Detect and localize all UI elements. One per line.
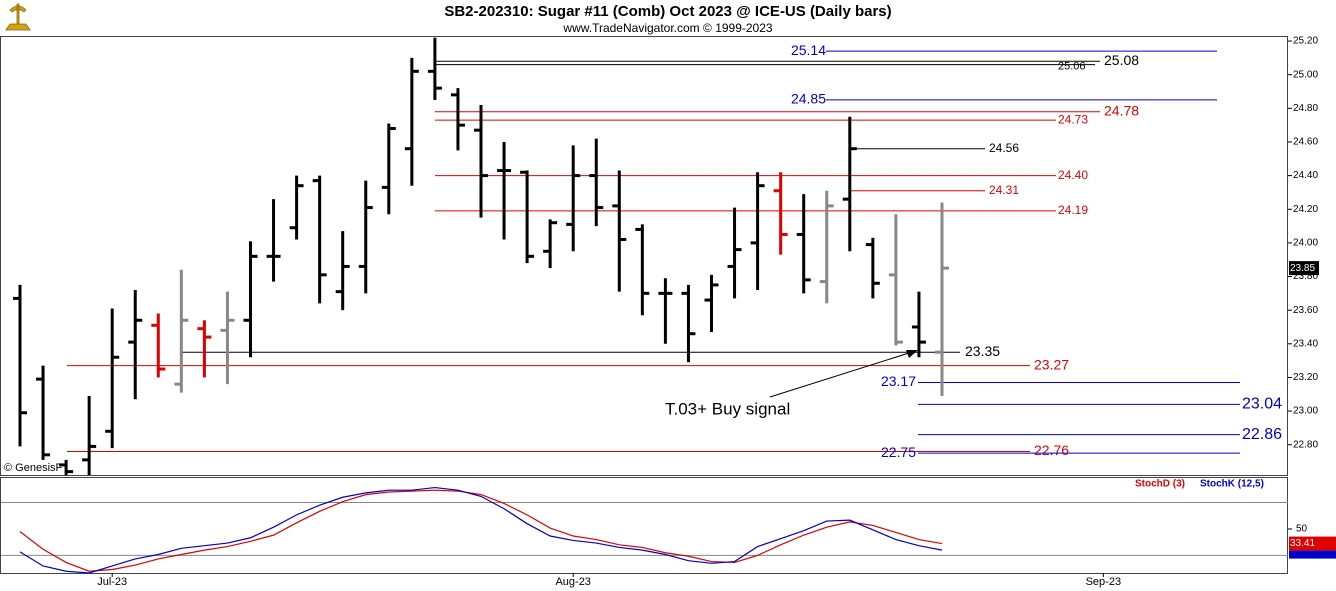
annotation-arrowhead [906,350,918,358]
level-label: 25.06 [1058,61,1086,73]
x-tick-label: Sep-23 [1086,576,1121,588]
last-price-label: 23.85 [1290,263,1315,274]
level-label: 24.19 [1058,203,1088,217]
level-label: 24.78 [1104,102,1139,118]
y-tick-label: 24.80 [1293,103,1318,114]
level-label: 22.76 [1034,442,1069,458]
last-value-label: 33.41 [1290,538,1315,549]
level-label: 23.27 [1034,356,1069,372]
chart-title: SB2-202310: Sugar #11 (Comb) Oct 2023 @ … [444,3,891,20]
level-label: 24.40 [1058,168,1088,182]
last-price-box [1289,261,1319,276]
level-label: 24.31 [989,183,1019,197]
stochastic-pane [0,477,1288,574]
annotation: T.03+ Buy signal [665,399,790,418]
level-label: 23.17 [881,373,916,389]
stoch-line [19,486,943,574]
y-tick-label: 22.80 [1293,439,1318,450]
y-tick-label: 25.00 [1293,69,1318,80]
annotation-arrow [769,351,913,398]
logo [5,3,31,31]
y-tick-label: 23.80 [1293,271,1318,282]
y-tick-label: 25.20 [1293,36,1318,47]
y-tick-label: 23.00 [1293,406,1318,417]
y-tick-label: 24.00 [1293,238,1318,249]
y-tick-label: 23.20 [1293,372,1318,383]
level-label: 25.08 [1104,52,1139,68]
y-tick-label: 23.40 [1293,338,1318,349]
level-label: 25.14 [791,42,826,58]
y-tick-label: 24.20 [1293,204,1318,215]
level-label: 23.04 [1242,396,1282,413]
legend-entry: StochK (12,5) [1200,479,1264,490]
x-tick-label: Jul-23 [97,576,127,588]
y-tick-label: 24.40 [1293,170,1318,181]
level-label: 24.85 [791,91,826,107]
level-label: 22.75 [881,444,916,460]
x-tick-label: Aug-23 [555,576,590,588]
watermark: © GenesisF [4,462,63,474]
stoch-line [19,489,943,572]
legend-entry: StochD (3) [1135,479,1185,490]
last-value-box [1289,550,1336,559]
level-label: 22.86 [1242,426,1282,443]
level-label: 23.35 [965,343,1000,359]
y-tick-label: 50 [1296,524,1308,535]
level-label: 24.73 [1058,112,1088,126]
y-tick-label: 23.60 [1293,305,1318,316]
price-pane [0,36,1288,476]
chart-subtitle: www.TradeNavigator.com © 1999-2023 [562,21,772,35]
last-value-box [1289,536,1336,551]
level-label: 24.56 [989,141,1019,155]
y-tick-label: 24.60 [1293,137,1318,148]
